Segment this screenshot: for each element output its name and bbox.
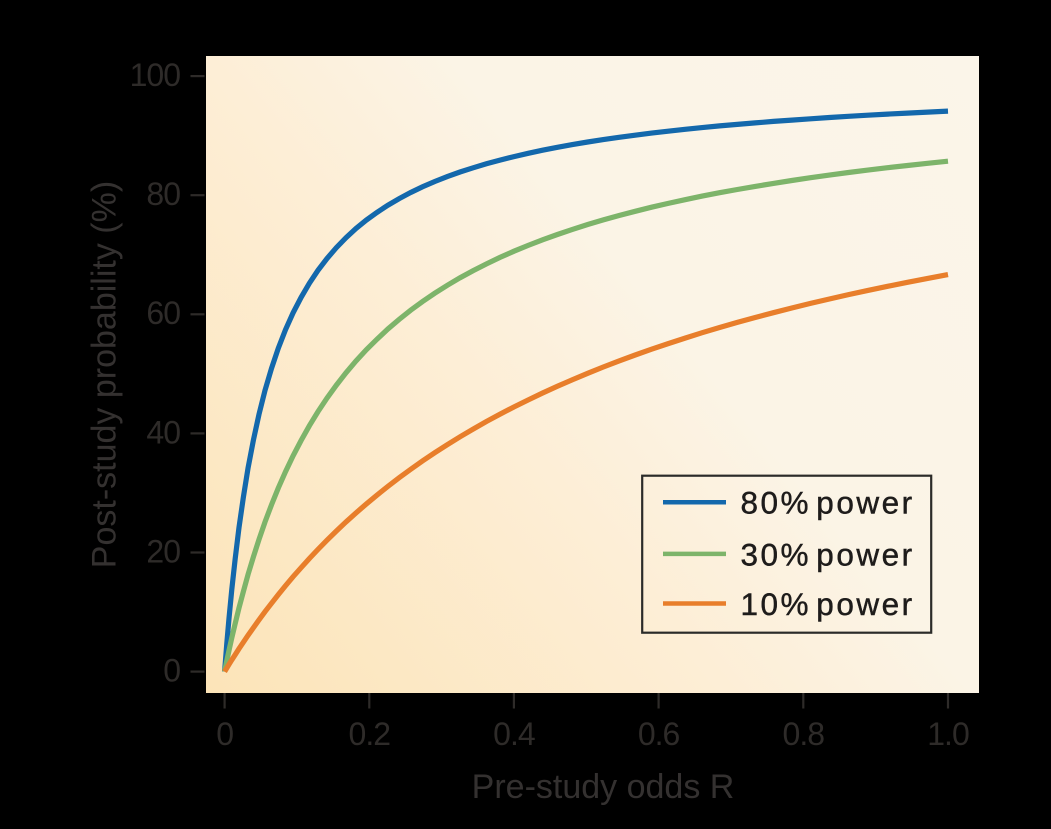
svg-text:Pre-study odds R: Pre-study odds R — [472, 768, 735, 806]
svg-text:0.4: 0.4 — [493, 716, 535, 752]
svg-text:Post-study probability (%): Post-study probability (%) — [86, 181, 124, 568]
svg-text:0.8: 0.8 — [783, 716, 825, 752]
svg-text:0.6: 0.6 — [638, 716, 680, 752]
svg-text:0.2: 0.2 — [349, 716, 391, 752]
svg-text:80% power: 80% power — [741, 485, 915, 521]
svg-text:60: 60 — [146, 295, 180, 331]
svg-text:1.0: 1.0 — [927, 716, 969, 752]
svg-text:20: 20 — [146, 533, 180, 569]
svg-text:0: 0 — [216, 716, 233, 752]
svg-text:40: 40 — [146, 414, 180, 450]
svg-text:30% power: 30% power — [741, 536, 915, 572]
svg-text:0: 0 — [163, 653, 180, 689]
svg-text:10% power: 10% power — [741, 586, 915, 622]
svg-text:100: 100 — [130, 57, 181, 93]
svg-text:80: 80 — [146, 176, 180, 212]
